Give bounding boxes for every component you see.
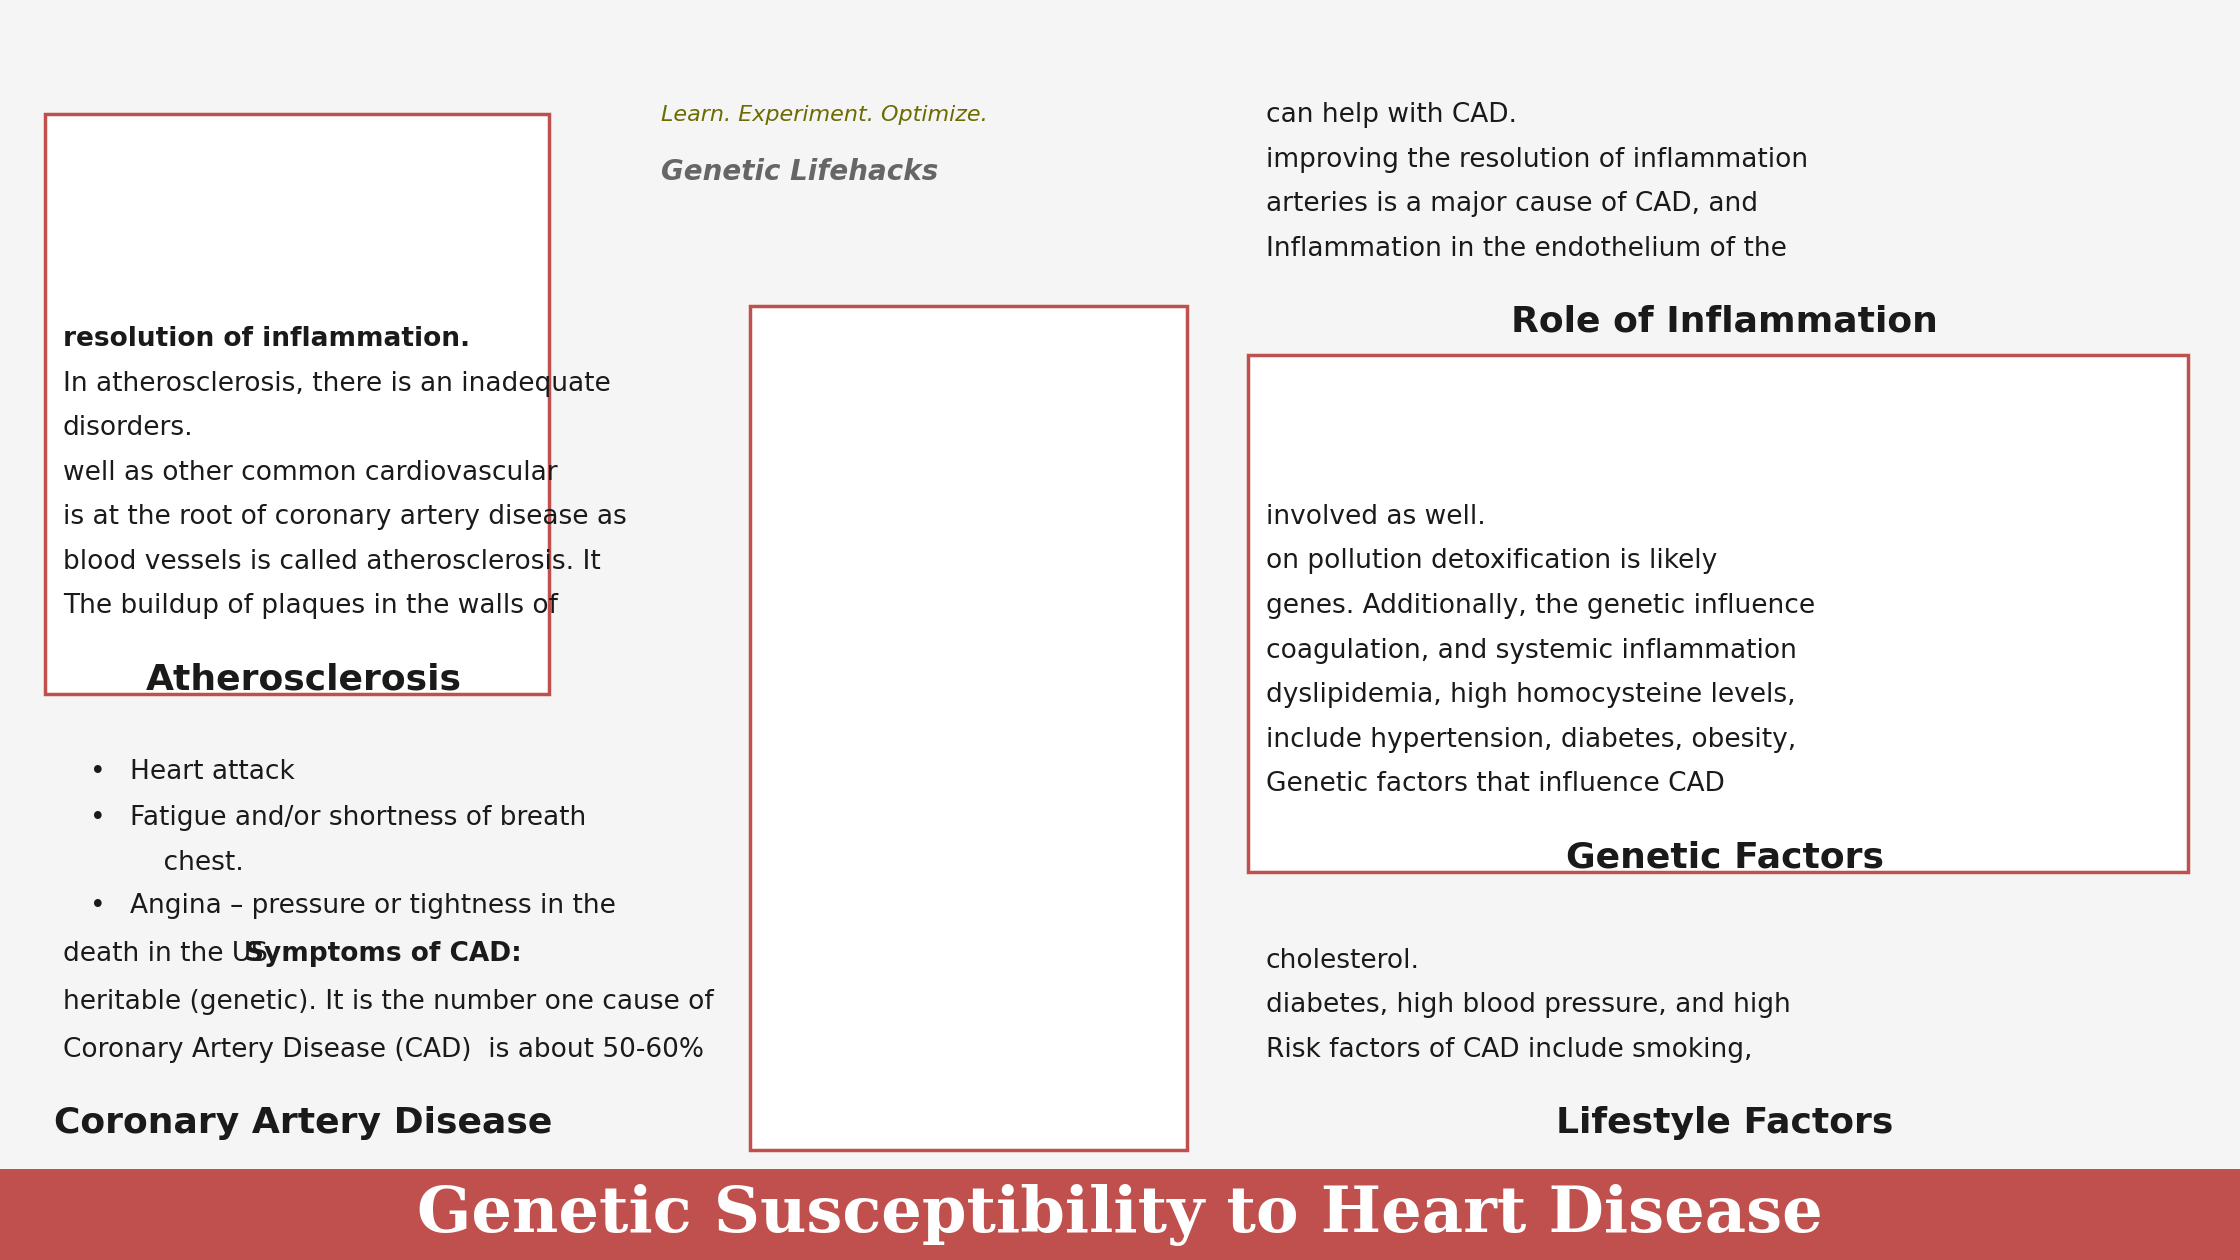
Text: involved as well.: involved as well. bbox=[1266, 504, 1485, 530]
Text: Role of Inflammation: Role of Inflammation bbox=[1512, 305, 1938, 339]
FancyBboxPatch shape bbox=[1248, 355, 2188, 872]
Text: Genetic Lifehacks: Genetic Lifehacks bbox=[661, 158, 939, 185]
Text: resolution of inflammation.: resolution of inflammation. bbox=[63, 326, 470, 352]
FancyBboxPatch shape bbox=[45, 115, 549, 694]
Text: Genetic Factors: Genetic Factors bbox=[1566, 840, 1884, 874]
Text: •: • bbox=[90, 760, 105, 785]
Text: chest.: chest. bbox=[130, 850, 244, 876]
Text: genes. Additionally, the genetic influence: genes. Additionally, the genetic influen… bbox=[1266, 593, 1814, 619]
Text: Lifestyle Factors: Lifestyle Factors bbox=[1557, 1106, 1893, 1140]
Text: is at the root of coronary artery disease as: is at the root of coronary artery diseas… bbox=[63, 504, 627, 530]
Text: dyslipidemia, high homocysteine levels,: dyslipidemia, high homocysteine levels, bbox=[1266, 682, 1794, 708]
Text: Symptoms of CAD:: Symptoms of CAD: bbox=[244, 941, 522, 968]
Text: can help with CAD.: can help with CAD. bbox=[1266, 102, 1516, 129]
Text: diabetes, high blood pressure, and high: diabetes, high blood pressure, and high bbox=[1266, 993, 1790, 1018]
Text: Genetic Susceptibility to Heart Disease: Genetic Susceptibility to Heart Disease bbox=[417, 1183, 1823, 1246]
Text: on pollution detoxification is likely: on pollution detoxification is likely bbox=[1266, 548, 1716, 575]
Text: death in the US.: death in the US. bbox=[63, 941, 284, 968]
Text: •: • bbox=[90, 893, 105, 920]
FancyBboxPatch shape bbox=[750, 306, 1187, 1150]
Text: •: • bbox=[90, 805, 105, 830]
Text: disorders.: disorders. bbox=[63, 415, 193, 441]
FancyBboxPatch shape bbox=[0, 1169, 2240, 1260]
Text: Genetic factors that influence CAD: Genetic factors that influence CAD bbox=[1266, 771, 1725, 798]
Text: Learn. Experiment. Optimize.: Learn. Experiment. Optimize. bbox=[661, 105, 988, 125]
Text: Coronary Artery Disease (CAD)  is about 50-60%: Coronary Artery Disease (CAD) is about 5… bbox=[63, 1037, 703, 1063]
Text: include hypertension, diabetes, obesity,: include hypertension, diabetes, obesity, bbox=[1266, 727, 1796, 752]
Text: arteries is a major cause of CAD, and: arteries is a major cause of CAD, and bbox=[1266, 192, 1758, 217]
Text: Risk factors of CAD include smoking,: Risk factors of CAD include smoking, bbox=[1266, 1037, 1752, 1063]
Text: Coronary Artery Disease: Coronary Artery Disease bbox=[54, 1106, 553, 1140]
Text: heritable (genetic). It is the number one cause of: heritable (genetic). It is the number on… bbox=[63, 989, 715, 1016]
Text: Angina – pressure or tightness in the: Angina – pressure or tightness in the bbox=[130, 893, 616, 920]
Text: The buildup of plaques in the walls of: The buildup of plaques in the walls of bbox=[63, 593, 558, 619]
Text: coagulation, and systemic inflammation: coagulation, and systemic inflammation bbox=[1266, 638, 1796, 664]
Text: In atherosclerosis, there is an inadequate: In atherosclerosis, there is an inadequa… bbox=[63, 370, 612, 397]
Text: cholesterol.: cholesterol. bbox=[1266, 948, 1420, 974]
Text: Atherosclerosis: Atherosclerosis bbox=[146, 663, 461, 697]
Text: blood vessels is called atherosclerosis. It: blood vessels is called atherosclerosis.… bbox=[63, 548, 600, 575]
Text: Fatigue and/or shortness of breath: Fatigue and/or shortness of breath bbox=[130, 805, 587, 830]
Text: improving the resolution of inflammation: improving the resolution of inflammation bbox=[1266, 146, 1808, 173]
Text: well as other common cardiovascular: well as other common cardiovascular bbox=[63, 460, 558, 485]
Text: Heart attack: Heart attack bbox=[130, 760, 296, 785]
Text: Inflammation in the endothelium of the: Inflammation in the endothelium of the bbox=[1266, 236, 1788, 262]
